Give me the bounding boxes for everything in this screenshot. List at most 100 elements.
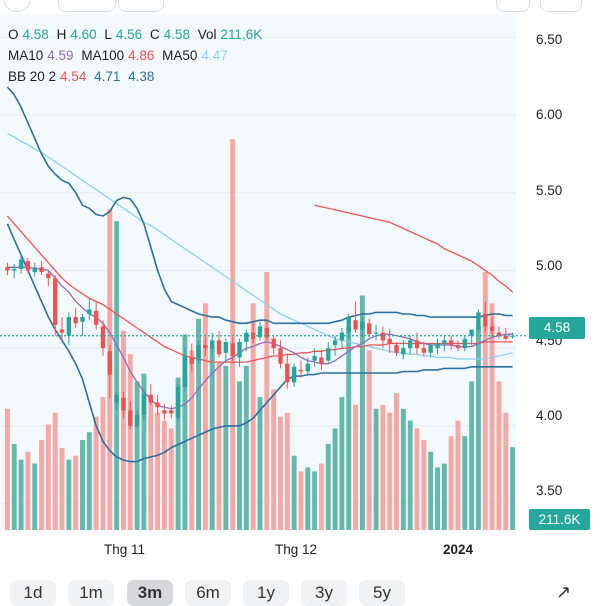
volume-bar <box>332 428 338 530</box>
range-button-1y[interactable]: 1y <box>243 580 289 606</box>
volume-bar <box>148 397 154 530</box>
candle-body <box>196 345 201 361</box>
y-tick-label: 3.50 <box>536 483 563 498</box>
top-toolbar-button[interactable] <box>118 0 164 12</box>
candle-body <box>496 332 502 336</box>
volume-bar <box>496 381 502 530</box>
volume-bar <box>455 420 461 530</box>
volume-bar <box>52 412 58 530</box>
volume-bar <box>312 471 318 530</box>
range-button-1d[interactable]: 1d <box>10 580 56 606</box>
volume-bar <box>32 463 38 530</box>
x-tick-label: 2024 <box>443 542 474 557</box>
top-toolbar-button[interactable] <box>540 0 582 12</box>
range-button-6m[interactable]: 6m <box>185 580 231 606</box>
volume-bar <box>373 408 379 530</box>
volume-bar <box>448 436 454 530</box>
candle-body <box>189 357 194 364</box>
volume-bar <box>45 424 51 530</box>
candle-body <box>155 402 160 408</box>
candle-body <box>380 332 386 341</box>
candle-body <box>326 348 331 361</box>
candle-body <box>319 357 324 364</box>
volume-bar <box>250 303 256 530</box>
volume-bar <box>257 397 263 530</box>
legend-high-value: 4.60 <box>70 27 97 42</box>
volume-bar <box>387 412 393 530</box>
candle-body <box>332 340 338 346</box>
range-button-3m[interactable]: 3m <box>127 580 173 606</box>
volume-bar <box>339 397 345 530</box>
candle-body <box>271 338 276 349</box>
candle-body <box>483 313 488 327</box>
candle-body <box>462 338 467 349</box>
candle-body <box>442 340 447 344</box>
volume-bar <box>237 381 242 530</box>
last-price-badge: 4.58 <box>529 317 585 339</box>
candle-body <box>401 348 406 355</box>
volume-bar <box>407 420 413 530</box>
volume-bar <box>346 326 352 530</box>
range-selector: 1d 1m 3m 6m 1y 3y 5y <box>0 578 600 606</box>
candle-body <box>489 326 495 332</box>
y-tick-label: 4.00 <box>536 408 563 423</box>
candle-body <box>216 340 222 355</box>
top-toolbar-button[interactable] <box>496 0 530 12</box>
candle-body <box>121 397 126 411</box>
candle-body <box>503 335 508 339</box>
volume-bar <box>469 381 475 530</box>
top-toolbar-button[interactable] <box>58 0 116 12</box>
series-line-ma100 <box>314 204 514 293</box>
volume-bar <box>80 440 85 530</box>
volume-bar <box>475 326 481 530</box>
candle-body <box>244 332 249 342</box>
expand-icon[interactable]: ↗ <box>556 582 572 602</box>
volume-bar <box>435 467 440 530</box>
volume-bar <box>441 463 447 530</box>
candle-body <box>469 329 474 336</box>
candle-body <box>93 310 99 325</box>
volume-bar <box>175 377 181 530</box>
range-button-5y[interactable]: 5y <box>359 580 405 606</box>
candle-body <box>360 321 365 330</box>
volume-bar <box>73 455 79 530</box>
series-line-bb-upper <box>6 86 513 325</box>
candle-body <box>448 340 454 346</box>
candle-body <box>203 345 208 349</box>
range-button-1m[interactable]: 1m <box>68 580 114 606</box>
candle-body <box>408 340 413 349</box>
candle-body <box>421 348 427 353</box>
candle-body <box>59 329 65 333</box>
candle-body <box>264 327 270 338</box>
volume-bar <box>243 365 249 530</box>
volume-bar <box>121 330 126 530</box>
candle-body <box>230 343 235 356</box>
legend-close-label: C <box>149 27 160 42</box>
legend-bb-lower-value: 4.38 <box>128 69 155 84</box>
volume-bar <box>428 451 434 530</box>
legend-low-value: 4.56 <box>115 27 143 42</box>
volume-bar <box>305 467 311 530</box>
candlestick-chart[interactable] <box>0 0 600 560</box>
candle-body <box>141 394 147 415</box>
volume-bar <box>11 444 17 530</box>
y-tick-label: 5.00 <box>536 258 563 273</box>
volume-bar <box>264 272 270 530</box>
candle-body <box>353 320 358 330</box>
candle-body <box>134 414 140 426</box>
volume-bar <box>284 412 290 530</box>
candle-body <box>12 268 17 271</box>
candle-body <box>387 338 392 344</box>
legend-ma: MA10 4.59 MA100 4.86 MA50 4.47 <box>8 47 232 64</box>
volume-bar <box>202 303 208 530</box>
top-toolbar <box>0 0 600 12</box>
volume-bar <box>400 408 406 530</box>
volume-bar <box>114 221 120 530</box>
legend-bb-upper-value: 4.71 <box>94 69 121 84</box>
legend-ma100-label: MA100 <box>81 48 125 63</box>
range-button-3y[interactable]: 3y <box>301 580 347 606</box>
volume-bar <box>353 404 359 530</box>
y-tick-label: 6.50 <box>536 32 563 47</box>
candle-body <box>305 363 310 372</box>
candle-body <box>25 261 31 271</box>
